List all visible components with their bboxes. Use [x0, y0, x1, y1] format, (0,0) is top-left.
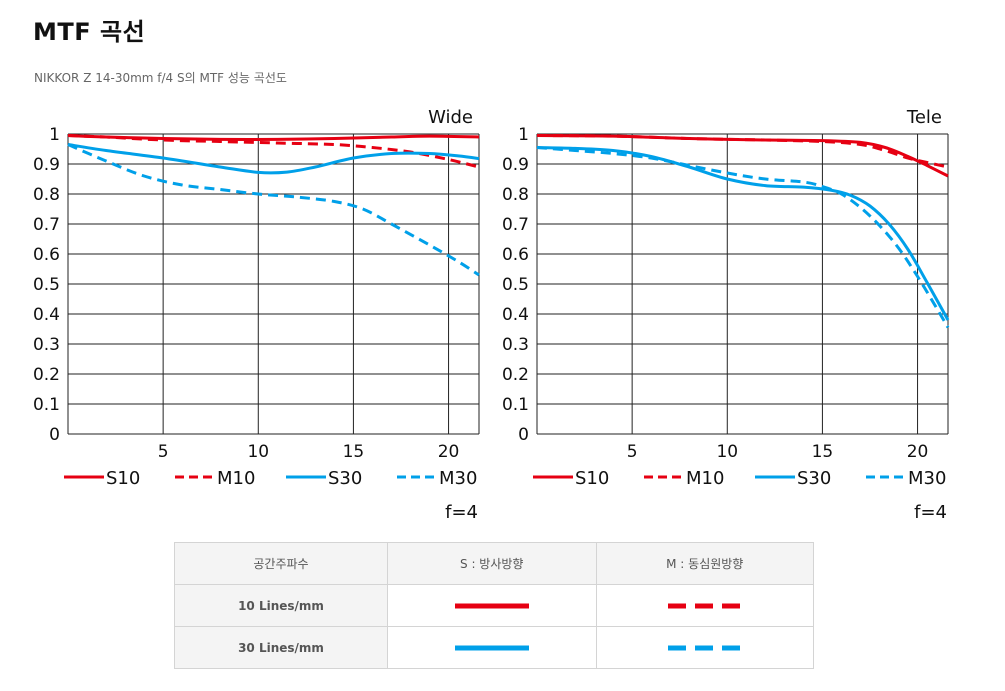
wide-ytick-label: 0 — [49, 425, 60, 445]
tele-ytick-label: 0.3 — [502, 335, 529, 355]
legend-header-meridional: M : 동심원방향 — [595, 542, 814, 585]
tele-series-m10-line — [536, 134, 949, 169]
tele-legend-label-m30: M30 — [908, 468, 946, 489]
tele-series-s10-line — [536, 134, 949, 178]
legend-header-sagittal: S : 방사방향 — [387, 542, 597, 585]
tele-aperture-note: f=4 — [914, 502, 947, 523]
wide-aperture-note: f=4 — [445, 502, 478, 523]
tele-legend-label-s10: S10 — [575, 468, 609, 489]
tele-ytick-label: 0.9 — [502, 155, 529, 175]
table-row: 10 Lines/mm — [174, 584, 814, 627]
tele-panel-title: Tele — [906, 107, 942, 128]
wide-xtick-label: 5 — [158, 442, 169, 462]
legend-swatch-m10 — [595, 584, 814, 627]
legend-swatch-s30 — [387, 626, 597, 669]
legend-row-10-label: 10 Lines/mm — [174, 584, 388, 627]
tele-xtick-label: 10 — [716, 442, 738, 462]
wide-legend-label-s30: S30 — [328, 468, 362, 489]
tele-ytick-label: 0.1 — [502, 395, 529, 415]
mtf-charts: 00.10.20.30.40.50.60.70.80.915 10 15 20Wide… — [33, 107, 950, 523]
wide-ytick-label: 0.7 — [33, 215, 60, 235]
wide-ytick-label: 0.8 — [33, 185, 60, 205]
tele-xtick-label: 5 — [627, 442, 638, 462]
wide-ytick-label: 1 — [49, 125, 60, 145]
tele-legend-label-m10: M10 — [686, 468, 724, 489]
wide-ytick-label: 0.5 — [33, 275, 60, 295]
wide-legend-label-m30: M30 — [439, 468, 477, 489]
wide-series-s30-line — [67, 143, 480, 175]
tele-ytick-label: 0.5 — [502, 275, 529, 295]
tele-legend-label-s30: S30 — [797, 468, 831, 489]
wide-ytick-label: 0.9 — [33, 155, 60, 175]
legend-header-frequency: 공간주파수 — [174, 542, 388, 585]
tele-ytick-label: 0.6 — [502, 245, 529, 265]
tele-ytick-label: 1 — [518, 125, 529, 145]
tele-xtick-label: 20 — [907, 442, 929, 462]
tele-ytick-label: 0.4 — [502, 305, 529, 325]
wide-ytick-label: 0.2 — [33, 365, 60, 385]
wide-ytick-label: 0.1 — [33, 395, 60, 415]
tele-ytick-label: 0.8 — [502, 185, 529, 205]
legend-swatch-s10 — [387, 584, 597, 627]
tele-ytick-label: 0.2 — [502, 365, 529, 385]
wide-xtick-label: 10 — [247, 442, 269, 462]
wide-series-m10-line — [67, 134, 480, 169]
table-row: 30 Lines/mm — [174, 626, 814, 669]
tele-xtick-label: 15 — [812, 442, 834, 462]
wide-ytick-label: 0.3 — [33, 335, 60, 355]
dashed-blue-line-icon — [667, 645, 742, 651]
legend-table: 공간주파수 S : 방사방향 M : 동심원방향 10 Lines/mm 30 … — [174, 542, 814, 669]
wide-panel-title: Wide — [428, 107, 473, 128]
legend-row-30-label: 30 Lines/mm — [174, 626, 388, 669]
tele-ytick-label: 0 — [518, 425, 529, 445]
wide-series-m30-line — [67, 143, 480, 277]
wide-xtick-label: 15 — [343, 442, 365, 462]
page-title: MTF 곡선 — [33, 18, 146, 46]
tele-series-m30-line — [536, 146, 950, 329]
legend-swatch-m30 — [595, 626, 814, 669]
tele-ytick-label: 0.7 — [502, 215, 529, 235]
wide-legend-label-s10: S10 — [106, 468, 140, 489]
page-subtitle: NIKKOR Z 14-30mm f/4 S의 MTF 성능 곡선도 — [34, 71, 287, 85]
wide-legend-label-m10: M10 — [217, 468, 255, 489]
dashed-red-line-icon — [667, 603, 742, 609]
wide-series-s10-line — [67, 134, 480, 141]
wide-ytick-label: 0.4 — [33, 305, 60, 325]
tele-series-s30-line — [536, 146, 950, 321]
wide-ytick-label: 0.6 — [33, 245, 60, 265]
wide-xtick-label: 20 — [438, 442, 460, 462]
solid-blue-line-icon — [454, 645, 529, 651]
solid-red-line-icon — [454, 603, 529, 609]
